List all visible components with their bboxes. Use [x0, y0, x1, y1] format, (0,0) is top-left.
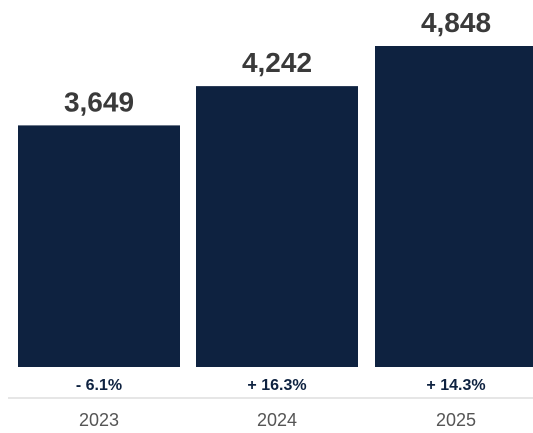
change-label-2024: + 16.3% [247, 377, 306, 394]
bar-2024 [196, 86, 358, 367]
x-tick-label-2024: 2024 [257, 410, 297, 430]
value-label-2024: 4,242 [242, 47, 312, 78]
bar-2025 [375, 46, 533, 367]
bars-group [18, 46, 533, 368]
change-label-2025: + 14.3% [426, 377, 485, 394]
value-label-2025: 4,848 [421, 7, 491, 38]
bar-2023 [18, 125, 180, 368]
labels-group: 3,649 - 6.1% 2023 4,242 + 16.3% 2024 4,848 + 14… [64, 7, 491, 430]
value-label-2023: 3,649 [64, 86, 134, 117]
change-label-2023: - 6.1% [76, 377, 122, 394]
x-tick-label-2025: 2025 [436, 410, 476, 430]
x-tick-label-2023: 2023 [79, 410, 119, 430]
